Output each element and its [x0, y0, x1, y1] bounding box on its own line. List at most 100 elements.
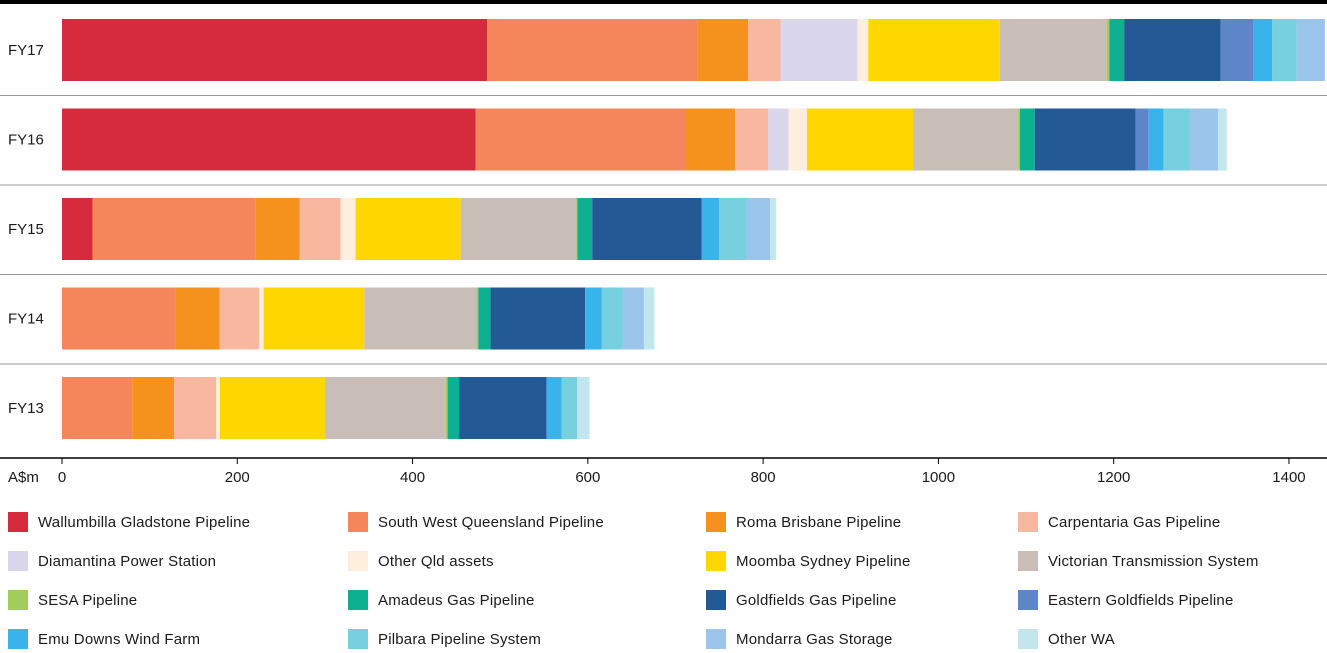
bar-segment-fy14-8	[476, 287, 479, 350]
legend-item: Moomba Sydney Pipeline	[706, 549, 911, 573]
chart-legend: Wallumbilla Gladstone Pipeline South West…	[8, 510, 1323, 650]
bar-segment-fy14-7	[364, 287, 477, 350]
legend-item: Roma Brisbane Pipeline	[706, 510, 901, 534]
bar-segment-fy16-10	[1034, 108, 1136, 171]
stacked-bar-chart: FY17 FY16 FY15 FY14 FY13 A$m 0 200 400 600 800 1000…	[0, 0, 1327, 486]
bar-segment-fy16-4	[768, 108, 789, 171]
legend-label: Moomba Sydney Pipeline	[736, 552, 911, 570]
legend-swatch	[706, 629, 726, 649]
bar-segment-fy15-15	[770, 198, 777, 260]
bar-segment-fy16-13	[1163, 108, 1190, 171]
bar-segment-fy16-7	[912, 108, 1019, 171]
legend-swatch	[1018, 551, 1038, 571]
bar-segment-fy15-3	[299, 198, 341, 260]
bar-segment-fy17-9	[1109, 19, 1125, 81]
bar-segment-fy13-13	[561, 377, 578, 439]
category-label-fy13: FY13	[8, 400, 44, 417]
legend-item: Goldfields Gas Pipeline	[706, 588, 897, 612]
bar-segment-fy13-5	[216, 377, 220, 439]
bar-segment-fy17-13	[1272, 19, 1297, 81]
legend-swatch	[348, 590, 368, 610]
bar-segment-fy14-14	[622, 287, 644, 350]
bar-segment-fy13-8	[445, 377, 448, 439]
x-axis-unit-label: A$m	[8, 469, 39, 486]
bar-segment-fy15-2	[255, 198, 300, 260]
x-tick-label-400: 400	[400, 469, 425, 486]
legend-swatch	[1018, 590, 1038, 610]
legend-swatch	[706, 551, 726, 571]
legend-item: Emu Downs Wind Farm	[8, 627, 200, 651]
bar-segment-fy17-7	[999, 19, 1107, 81]
legend-label: Victorian Transmission System	[1048, 552, 1259, 570]
bar-segment-fy16-6	[806, 108, 913, 171]
bar-segment-fy16-12	[1148, 108, 1164, 171]
bar-segment-fy15-13	[719, 198, 747, 260]
legend-item: Victorian Transmission System	[1018, 549, 1259, 573]
legend-label: Roma Brisbane Pipeline	[736, 513, 902, 531]
bar-segment-fy17-5	[857, 19, 869, 81]
bar-segment-fy15-8	[576, 198, 578, 260]
legend-item: South West Queensland Pipeline	[348, 510, 604, 534]
bar-segment-fy15-10	[592, 198, 702, 260]
bar-segment-fy15-14	[746, 198, 771, 260]
bar-segment-fy14-13	[601, 287, 623, 350]
bar-segment-fy16-8	[1018, 108, 1020, 171]
x-tick-label-1000: 1000	[922, 469, 955, 486]
legend-label: South West Queensland Pipeline	[378, 513, 604, 531]
bar-segment-fy13-9	[447, 377, 460, 439]
legend-label: Mondarra Gas Storage	[736, 630, 893, 648]
legend-item: Other Qld assets	[348, 549, 494, 573]
bar-segment-fy16-14	[1189, 108, 1218, 171]
bar-segment-fy17-0	[62, 19, 488, 81]
bar-segment-fy15-12	[701, 198, 720, 260]
legend-swatch	[8, 512, 28, 532]
legend-label: Other Qld assets	[378, 552, 494, 570]
legend-swatch	[348, 629, 368, 649]
bar-segment-fy14-6	[263, 287, 365, 350]
chart-svg: FY17 FY16 FY15 FY14 FY13 A$m 0 200 400 600 800 1000…	[0, 0, 1327, 486]
category-label-fy15: FY15	[8, 221, 44, 238]
bar-segment-fy14-15	[643, 287, 655, 350]
legend-item: Pilbara Pipeline System	[348, 627, 541, 651]
legend-item: Other WA	[1018, 627, 1115, 651]
bar-segment-fy14-3	[219, 287, 260, 350]
bar-segment-fy16-5	[788, 108, 807, 171]
legend-label: Emu Downs Wind Farm	[38, 630, 201, 648]
bar-segment-fy15-6	[355, 198, 461, 260]
legend-item: Diamantina Power Station	[8, 549, 216, 573]
bar-segment-fy13-3	[174, 377, 217, 439]
legend-swatch	[348, 551, 368, 571]
legend-swatch	[1018, 512, 1038, 532]
bar-segment-fy16-1	[475, 108, 686, 171]
bar-segment-fy17-12	[1253, 19, 1273, 81]
bar-segment-fy17-1	[487, 19, 698, 81]
legend-label: SESA Pipeline	[38, 591, 138, 609]
x-tick-label-800: 800	[751, 469, 776, 486]
bar-segment-fy13-15	[577, 377, 590, 439]
bar-segment-fy15-5	[340, 198, 356, 260]
legend-item: Amadeus Gas Pipeline	[348, 588, 535, 612]
category-label-fy16: FY16	[8, 132, 44, 149]
bar-segment-fy16-0	[62, 108, 476, 171]
bar-segment-fy17-3	[748, 19, 781, 81]
legend-label: Amadeus Gas Pipeline	[378, 591, 535, 609]
bar-segment-fy14-2	[175, 287, 220, 350]
bar-segment-fy13-1	[62, 377, 133, 439]
legend-swatch	[8, 629, 28, 649]
bar-segment-fy17-2	[697, 19, 749, 81]
bar-segment-fy17-4	[780, 19, 858, 81]
legend-label: Carpentaria Gas Pipeline	[1048, 513, 1221, 531]
legend-swatch	[348, 512, 368, 532]
bar-segment-fy13-2	[132, 377, 175, 439]
bar-segment-fy14-9	[478, 287, 491, 350]
x-tick-label-200: 200	[225, 469, 250, 486]
bar-segment-fy16-2	[685, 108, 736, 171]
x-tick-label-1400: 1400	[1272, 469, 1305, 486]
legend-swatch	[8, 551, 28, 571]
legend-label: Other WA	[1048, 630, 1115, 648]
bar-segment-fy15-9	[577, 198, 593, 260]
legend-swatch	[8, 590, 28, 610]
legend-item: Eastern Goldfields Pipeline	[1018, 588, 1234, 612]
legend-swatch	[1018, 629, 1038, 649]
bar-segment-fy15-0	[62, 198, 93, 260]
